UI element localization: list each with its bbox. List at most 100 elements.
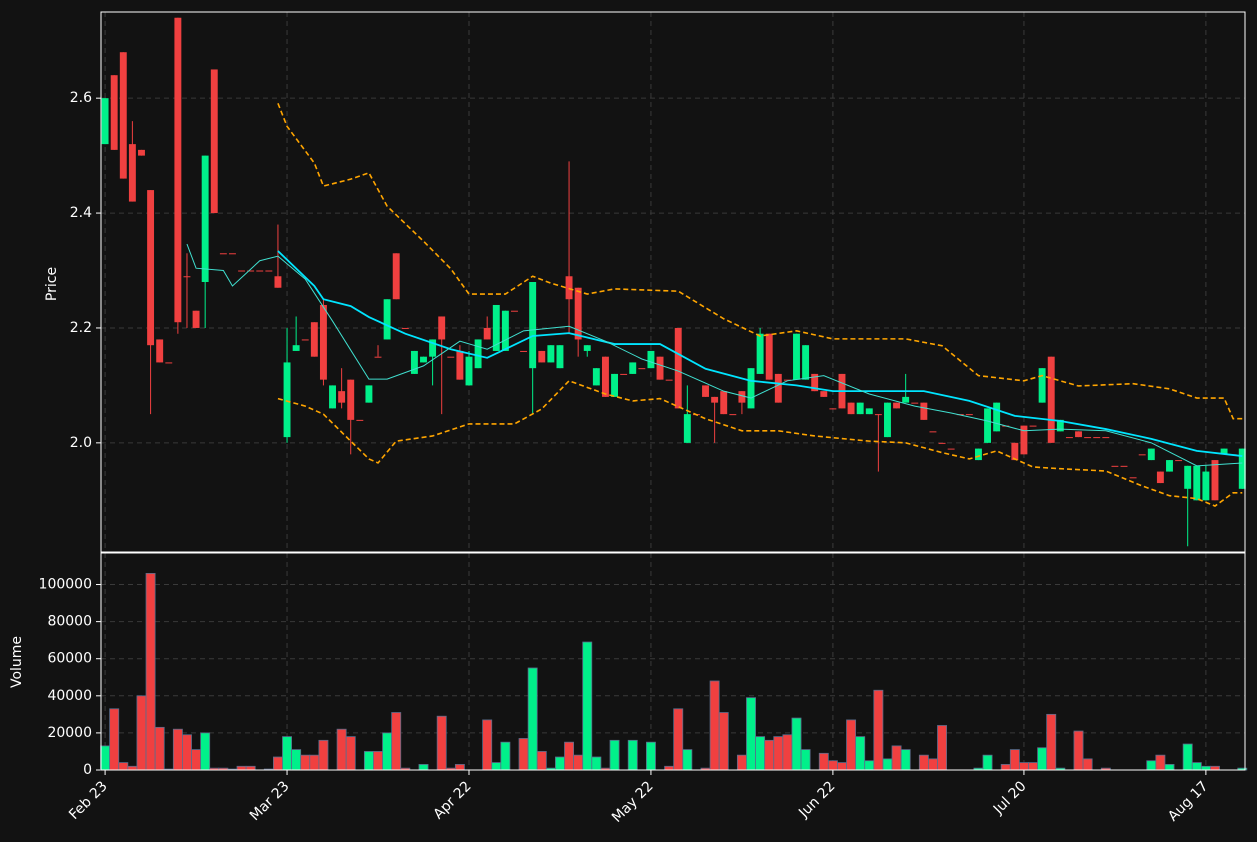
candle-body xyxy=(893,402,901,409)
volume-bar xyxy=(773,736,784,771)
candle-body xyxy=(410,350,418,374)
candle-body xyxy=(920,402,928,420)
candle-body xyxy=(702,385,709,397)
candle-body xyxy=(365,385,373,403)
volume-bar xyxy=(582,641,593,771)
candle-body xyxy=(1084,437,1092,439)
volume-bar xyxy=(109,708,120,771)
y-axis-label: Price xyxy=(44,267,60,301)
candle-body xyxy=(283,362,291,438)
volume-bar xyxy=(1191,762,1202,771)
candle-body xyxy=(1111,465,1119,467)
volume-bar xyxy=(1000,764,1011,771)
volume-bar xyxy=(791,717,802,771)
candle-body xyxy=(783,379,791,381)
candle-body xyxy=(529,282,537,369)
candle-body xyxy=(738,391,746,403)
candle-body xyxy=(1211,460,1219,501)
candle-body xyxy=(601,356,609,397)
candle-body xyxy=(1193,465,1201,501)
candle-body xyxy=(1138,454,1146,456)
candle-body xyxy=(183,276,191,278)
volume-bar xyxy=(864,760,875,771)
candle-body xyxy=(156,339,164,363)
candle-body xyxy=(1184,465,1192,489)
volume-bar xyxy=(555,756,565,771)
candle-body xyxy=(820,391,828,397)
candle-body xyxy=(947,448,955,450)
y-tick-label: 2.4 xyxy=(70,205,92,221)
candle-body xyxy=(256,270,264,272)
volume-bar xyxy=(318,739,329,771)
candle-body xyxy=(447,356,455,358)
candle-body xyxy=(474,339,482,369)
volume-bar xyxy=(645,741,656,771)
candle-body xyxy=(1075,431,1082,438)
candle-body xyxy=(247,270,255,272)
candle-body xyxy=(492,304,500,351)
volume-bar xyxy=(1028,762,1038,771)
candle-body xyxy=(1129,477,1137,479)
indicator-line xyxy=(277,250,1243,457)
y-tick-label: 100000 xyxy=(39,577,92,593)
candle-body xyxy=(711,396,719,403)
candle-body xyxy=(192,310,200,328)
y-tick-label: 2.2 xyxy=(70,320,92,336)
volume-bar xyxy=(382,732,393,771)
volume-bar xyxy=(1073,730,1084,771)
volume-bar xyxy=(182,734,192,771)
indicator-line xyxy=(277,379,1243,507)
volume-bar xyxy=(764,739,775,771)
volume-bar xyxy=(345,736,356,771)
volume-bar xyxy=(1009,749,1020,771)
candle-body xyxy=(219,253,227,255)
volume-bar xyxy=(664,765,675,771)
volume-bar xyxy=(291,749,302,771)
candle-body xyxy=(984,408,992,443)
volume-bar xyxy=(1210,765,1220,771)
candle-body xyxy=(201,155,209,282)
candle-body xyxy=(465,356,473,386)
candle-body xyxy=(138,149,145,156)
volume-bar xyxy=(282,736,292,771)
candle-body xyxy=(802,345,810,380)
candle-body xyxy=(101,98,109,145)
volume-bar xyxy=(527,667,538,771)
candle-body xyxy=(338,391,346,403)
candle-body xyxy=(774,373,782,403)
candle-body xyxy=(565,276,573,300)
candle-body xyxy=(574,287,582,340)
volume-bar xyxy=(300,754,311,771)
candle-body xyxy=(501,310,509,351)
candle-body xyxy=(647,350,655,369)
candle-body xyxy=(356,419,364,421)
volume-bar xyxy=(1146,760,1157,771)
candle-body xyxy=(911,402,919,404)
volume-bar xyxy=(882,758,893,771)
candle-body xyxy=(1029,425,1037,427)
y-tick-label: 40000 xyxy=(47,688,92,704)
candle-body xyxy=(119,52,127,179)
y-tick-label: 80000 xyxy=(47,614,92,630)
candle-body xyxy=(656,356,664,380)
candle-body xyxy=(556,345,564,369)
candle-body xyxy=(128,144,136,202)
candle-body xyxy=(1120,465,1128,467)
candle-body xyxy=(1020,425,1028,455)
volume-bar xyxy=(682,749,693,771)
volume-bar xyxy=(1155,754,1166,771)
candle-body xyxy=(1175,460,1183,462)
volume-bar xyxy=(891,745,902,771)
candle-body xyxy=(756,333,764,374)
candle-body xyxy=(720,391,728,415)
candle-body xyxy=(729,414,737,416)
candle-body xyxy=(1102,437,1110,439)
volume-bar xyxy=(755,736,766,771)
volume-axis-label: Volume xyxy=(9,636,25,688)
candle-body xyxy=(301,339,309,341)
plot-frame xyxy=(100,11,1246,553)
candle-body xyxy=(329,385,336,409)
candle-body xyxy=(1093,437,1101,439)
candle-body xyxy=(274,276,282,288)
